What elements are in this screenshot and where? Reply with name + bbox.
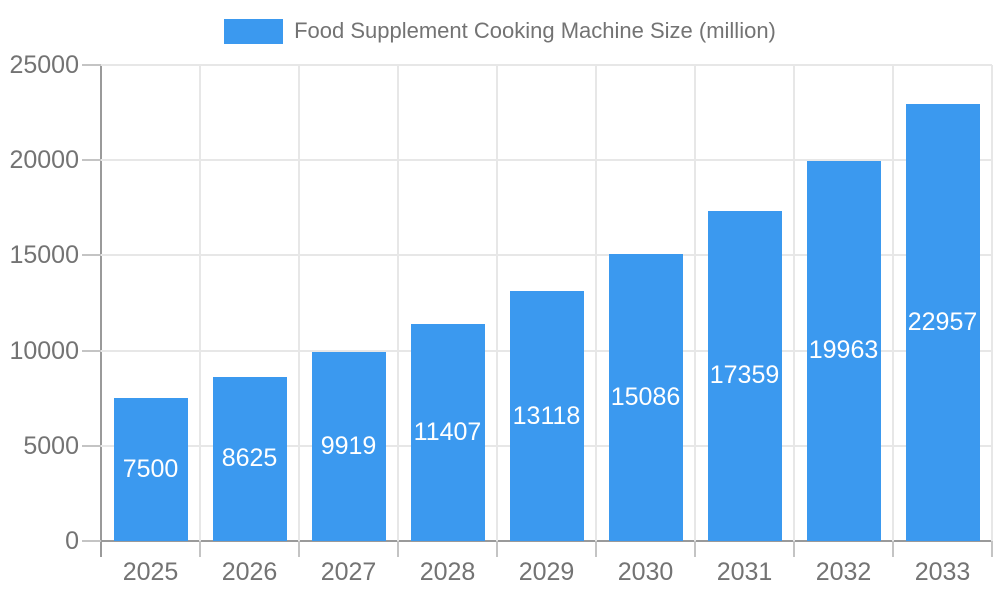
y-axis-label: 15000 — [9, 241, 79, 270]
x-axis-tick — [793, 541, 795, 557]
bar-value-label: 9919 — [320, 432, 377, 461]
y-axis-line — [100, 65, 102, 557]
bar-value-label: 22957 — [907, 307, 978, 336]
y-axis-tick — [82, 444, 101, 447]
y-axis-tick — [82, 349, 101, 352]
x-axis-tick — [496, 541, 498, 557]
y-axis-label: 0 — [65, 527, 79, 555]
gridline-vertical — [496, 65, 498, 541]
bar-value-label: 19963 — [808, 336, 879, 365]
bar: 7500 — [113, 398, 188, 541]
bar: 22957 — [905, 103, 980, 541]
bar: 17359 — [707, 210, 782, 541]
x-axis-label: 2026 — [221, 558, 278, 586]
bar-value-label: 17359 — [709, 361, 780, 390]
gridline-horizontal — [101, 254, 992, 257]
x-axis-tick — [991, 541, 993, 557]
x-axis-tick — [298, 541, 300, 557]
gridline-horizontal — [101, 64, 992, 66]
x-axis-tick — [397, 541, 399, 557]
gridline-vertical — [793, 65, 795, 541]
plot-area: 7500 8625 9919 11407 13118 15086 17359 19963 229… — [101, 64, 993, 541]
y-axis-tick — [82, 540, 101, 542]
x-axis-label: 2028 — [419, 558, 476, 586]
gridline-vertical — [991, 65, 993, 541]
x-axis-tick — [595, 541, 597, 557]
gridline-vertical — [595, 65, 597, 541]
y-axis-label: 25000 — [9, 51, 79, 79]
y-axis-label: 5000 — [23, 431, 79, 460]
bar: 19963 — [806, 160, 881, 541]
y-axis-label: 10000 — [9, 336, 79, 365]
bar: 11407 — [410, 323, 485, 541]
x-axis-tick — [199, 541, 201, 557]
x-axis-label: 2027 — [320, 558, 377, 586]
legend: Food Supplement Cooking Machine Size (mi… — [0, 18, 1000, 44]
x-axis-label: 2030 — [617, 558, 674, 586]
y-axis-tick — [82, 159, 101, 162]
x-axis-label: 2029 — [518, 558, 575, 586]
x-axis-tick — [694, 541, 696, 557]
gridline-horizontal — [101, 159, 992, 162]
y-axis-tick — [82, 64, 101, 66]
x-axis-line — [101, 540, 992, 542]
bar: 15086 — [608, 253, 683, 541]
y-axis-tick — [82, 254, 101, 257]
x-axis-label: 2033 — [914, 558, 971, 586]
gridline-vertical — [298, 65, 300, 541]
gridline-vertical — [199, 65, 201, 541]
gridline-vertical — [892, 65, 894, 541]
gridline-vertical — [397, 65, 399, 541]
x-axis-tick — [892, 541, 894, 557]
bar-value-label: 15086 — [610, 382, 681, 411]
bar: 8625 — [212, 376, 287, 541]
bar: 9919 — [311, 352, 386, 541]
bar-value-label: 13118 — [512, 401, 581, 430]
y-axis-label: 20000 — [9, 146, 79, 175]
bar-value-label: 11407 — [413, 417, 482, 446]
x-axis-label: 2032 — [815, 558, 872, 586]
x-axis-label: 2025 — [122, 558, 179, 586]
x-axis-label: 2031 — [716, 558, 773, 586]
legend-color-swatch — [224, 18, 284, 44]
bar: 13118 — [509, 291, 584, 541]
bar-value-label: 7500 — [122, 455, 179, 484]
chart-title: Food Supplement Cooking Machine Size (mi… — [294, 18, 776, 43]
gridline-vertical — [694, 65, 696, 541]
bar-value-label: 8625 — [221, 444, 278, 473]
